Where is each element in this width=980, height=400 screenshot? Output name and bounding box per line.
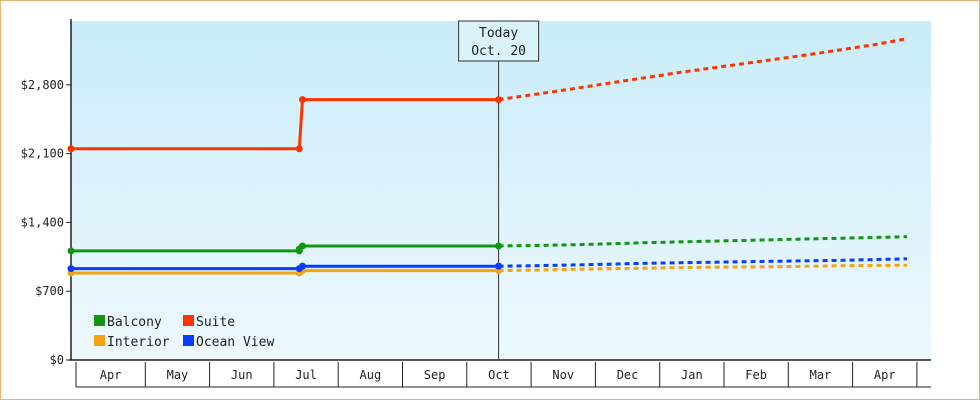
axes: $0 $700 $1,400 $2,100 $2,800 Apr May Jun Jul Aug S…	[21, 19, 931, 388]
balcony-legend-label: Balcony	[107, 315, 162, 330]
month-label: Sep	[424, 368, 446, 382]
month-label: Apr	[874, 368, 896, 382]
legend: Balcony Suite Interior Ocean View	[94, 315, 274, 350]
y-tick-label: $2,800	[21, 78, 64, 92]
today-marker: Today Oct. 20	[458, 20, 540, 360]
y-tick-label: $2,100	[21, 147, 64, 161]
today-label: Today	[479, 26, 518, 41]
series-lines	[67, 37, 908, 277]
suite-actual-line	[71, 98, 499, 151]
interior-legend-label: Interior	[107, 335, 170, 350]
ocean-view-point	[298, 262, 306, 270]
today-date-label: Oct. 20	[471, 44, 526, 59]
month-label: Jan	[681, 368, 703, 382]
month-label: Nov	[552, 368, 574, 382]
month-label: Aug	[360, 368, 382, 382]
month-label: Mar	[810, 368, 832, 382]
suite-legend-swatch	[183, 315, 194, 326]
ocean-view-forecast-line	[498, 257, 907, 268]
month-label: Oct	[488, 368, 510, 382]
balcony-point	[67, 247, 75, 255]
ocean-view-legend-label: Ocean View	[196, 335, 274, 350]
balcony-legend-swatch	[94, 315, 105, 326]
month-label: Jul	[295, 368, 317, 382]
interior-forecast-line	[498, 263, 907, 273]
month-label: Dec	[617, 368, 639, 382]
plot-background	[71, 21, 931, 360]
suite-point	[295, 145, 303, 153]
ocean-view-legend-swatch	[183, 335, 194, 346]
balcony-point	[495, 242, 503, 250]
suite-point	[67, 145, 75, 153]
interior-legend-swatch	[94, 335, 105, 346]
suite-legend-label: Suite	[196, 315, 235, 330]
month-label: Apr	[100, 368, 122, 382]
y-tick-label: $700	[35, 284, 64, 298]
month-label: Feb	[745, 368, 767, 382]
month-label: May	[167, 368, 189, 382]
balcony-point	[298, 242, 306, 250]
ocean-view-point	[495, 262, 503, 270]
suite-point	[495, 96, 503, 104]
today-box	[458, 20, 540, 62]
suite-point	[298, 96, 306, 104]
ocean-view-point	[67, 265, 75, 273]
y-tick-label: $0	[50, 353, 64, 367]
balcony-forecast-line	[498, 235, 907, 248]
month-label: Jun	[231, 368, 253, 382]
y-tick-label: $1,400	[21, 215, 64, 229]
suite-forecast-line	[498, 37, 908, 102]
